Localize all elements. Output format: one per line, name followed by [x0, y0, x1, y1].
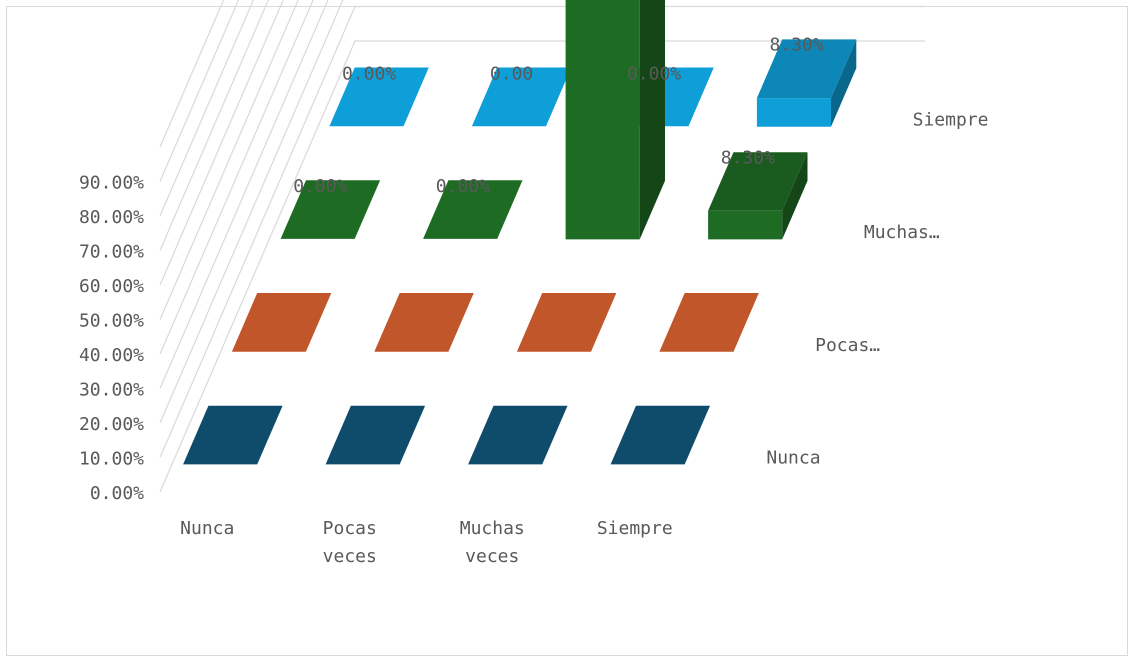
y-tick-label: 0.00% — [90, 483, 144, 504]
data-label: 0.00% — [436, 176, 490, 197]
bar-siempre-pocas-veces — [471, 67, 572, 127]
x-tick-label: Siempre — [597, 518, 673, 539]
depth-axis-labels: Nunca Pocas… Muchas… Siempre — [766, 109, 988, 468]
data-label: 0.00% — [627, 63, 681, 84]
series-axis-label: Siempre — [913, 109, 989, 130]
x-tick-label: Nunca — [180, 518, 234, 539]
gridline — [159, 0, 284, 286]
gridline — [159, 0, 255, 217]
bar-pocas-veces-siempre — [659, 293, 759, 352]
y-tick-label: 10.00% — [79, 449, 144, 470]
y-tick-label: 40.00% — [79, 345, 144, 366]
x-tick-label: Muchas — [460, 518, 525, 539]
data-label: 8.30% — [721, 147, 775, 168]
gridline — [159, 0, 344, 424]
series-axis-label: Nunca — [766, 448, 820, 469]
y-tick-label: 20.00% — [79, 414, 144, 435]
bar-siempre-siempre — [756, 39, 857, 127]
gridline — [159, 0, 314, 355]
y-tick-label: 30.00% — [79, 380, 144, 401]
bar-pocas-veces-nunca — [231, 293, 332, 352]
gridline — [159, 0, 269, 251]
x-tick-label: veces — [465, 546, 519, 567]
y-tick-label: 70.00% — [79, 242, 144, 263]
series-axis-label: Muchas… — [864, 222, 940, 243]
bar-muchas-veces-pocas-veces — [423, 180, 523, 239]
y-tick-label: 90.00% — [79, 173, 144, 194]
data-label: 0.00 — [490, 63, 533, 84]
bar-nunca-muchas-veces — [468, 405, 568, 465]
bar-nunca-siempre — [610, 405, 710, 465]
gridline — [159, 40, 925, 493]
data-label: 8.30% — [769, 35, 823, 56]
x-tick-label: veces — [323, 546, 377, 567]
data-label: 0.00% — [293, 176, 347, 197]
bar-nunca-nunca — [183, 405, 283, 465]
bar-pocas-veces-muchas-veces — [516, 293, 617, 352]
bar-siempre-nunca — [329, 67, 429, 127]
bar-pocas-veces-pocas-veces — [374, 293, 474, 352]
x-axis-ticks: Nunca Pocas veces Muchas veces Siempre — [180, 518, 673, 567]
gridline — [159, 0, 299, 320]
y-axis-ticks: 0.00% 10.00% 20.00% 30.00% 40.00% 50.00% 60.00… — [79, 173, 144, 505]
bar-muchas-veces-siempre — [708, 152, 808, 240]
gridline — [159, 5, 925, 458]
y-tick-label: 50.00% — [79, 311, 144, 332]
bars — [183, 0, 857, 465]
data-labels: 0.00%0.00%83.30%8.30%0.00%0.000.00%8.30% — [293, 35, 824, 197]
y-tick-label: 80.00% — [79, 207, 144, 228]
gridline — [159, 0, 240, 182]
series-axis-label: Pocas… — [815, 335, 880, 356]
bar-nunca-pocas-veces — [325, 405, 426, 465]
y-tick-label: 60.00% — [79, 276, 144, 297]
data-label: 0.00% — [342, 63, 396, 84]
bar-muchas-veces-nunca — [280, 180, 381, 239]
bar-muchas-veces-muchas-veces — [565, 0, 665, 240]
x-tick-label: Pocas — [323, 518, 377, 539]
chart-walls — [159, 0, 925, 493]
gridline — [159, 0, 329, 389]
